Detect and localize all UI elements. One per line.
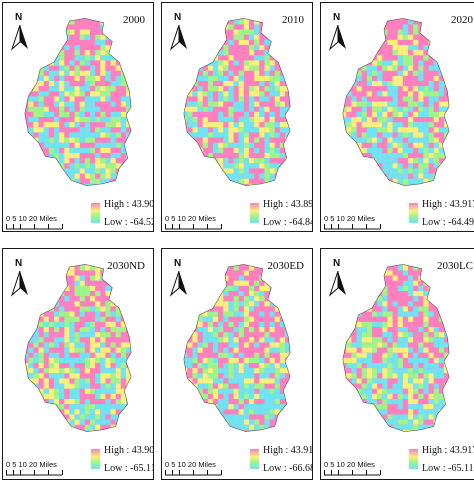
- legend-color-ramp: [250, 203, 259, 223]
- legend-low-value: -64.5227: [130, 217, 153, 228]
- legend-color-ramp: [409, 203, 418, 223]
- north-arrow-icon: [10, 271, 28, 297]
- legend-low-label: Low: [263, 217, 282, 228]
- legend-high: High : 43.9049: [104, 199, 154, 210]
- legend-high-label: High: [104, 445, 124, 456]
- north-arrow-icon: [169, 25, 187, 51]
- north-arrow-icon: [328, 25, 346, 51]
- panel-title: 2010: [282, 14, 304, 26]
- legend-high-value: 43.9071: [131, 445, 154, 456]
- legend-high-label: High: [263, 199, 283, 210]
- scale-bar-icon: [324, 470, 381, 476]
- legend-low-value: -65.1137: [448, 463, 474, 474]
- north-arrow-icon: [169, 271, 187, 297]
- legend-color-ramp: [91, 203, 100, 223]
- scale-bar-icon: [324, 224, 381, 230]
- panel-title: 2030ND: [107, 260, 145, 272]
- legend-high-value: 43.9173: [290, 445, 313, 456]
- legend-high-value: 43.8935: [290, 199, 313, 210]
- panel-title: 2030LC: [436, 260, 473, 272]
- north-label: N: [174, 258, 182, 269]
- legend-low-label: Low: [104, 463, 123, 474]
- map-panel-2010: 2010 N 0 5 10 20 Miles High : 43.8935 Low : …: [161, 2, 313, 232]
- legend-high: High : 43.9173: [422, 199, 474, 210]
- map-panel-2020: 2020 N 0 5 10 20 Miles High : 43.9173 Low : …: [320, 2, 474, 232]
- legend-high: High : 43.9173: [422, 445, 474, 456]
- legend-low-label: Low: [263, 463, 282, 474]
- legend-high: High : 43.9173: [263, 445, 313, 456]
- heat-map-region: [342, 264, 450, 432]
- scale-bar-labels: 0 5 10 20 Miles: [324, 460, 375, 469]
- north-label: N: [15, 12, 23, 23]
- scale-bar-icon: [165, 470, 222, 476]
- heat-map-region: [24, 264, 132, 432]
- heat-map-region: [183, 18, 291, 186]
- legend-low: Low : -66.6841: [263, 463, 312, 474]
- heat-map-region: [183, 264, 291, 432]
- legend-low: Low : -65.1137: [422, 463, 474, 474]
- legend-low-label: Low: [104, 217, 123, 228]
- north-arrow-icon: [10, 25, 28, 51]
- scale-bar-icon: [165, 224, 222, 230]
- legend-high-value: 43.9049: [131, 199, 154, 210]
- legend-low-label: Low: [422, 217, 441, 228]
- legend-high-label: High: [104, 199, 124, 210]
- map-panel-2030ed: 2030ED N 0 5 10 20 Miles High : 43.9173 Low …: [161, 248, 313, 480]
- legend-low-value: -66.6841: [289, 463, 312, 474]
- legend-high-label: High: [422, 445, 442, 456]
- legend-low-value: -65.1121: [130, 463, 153, 474]
- legend-color-ramp: [409, 449, 418, 469]
- heat-map-region: [342, 18, 450, 186]
- legend-high-value: 43.9173: [449, 445, 474, 456]
- scale-bar-icon: [6, 470, 63, 476]
- north-arrow-icon: [328, 271, 346, 297]
- legend-high-label: High: [422, 199, 442, 210]
- scale-bar-icon: [6, 224, 63, 230]
- north-label: N: [15, 258, 23, 269]
- panel-title: 2030ED: [267, 260, 304, 272]
- north-label: N: [333, 12, 341, 23]
- legend-high-value: 43.9173: [449, 199, 474, 210]
- scale-bar-labels: 0 5 10 20 Miles: [324, 214, 375, 223]
- scale-bar-labels: 0 5 10 20 Miles: [6, 460, 57, 469]
- scale-bar-labels: 0 5 10 20 Miles: [165, 214, 216, 223]
- scale-bar-labels: 0 5 10 20 Miles: [6, 214, 57, 223]
- north-label: N: [333, 258, 341, 269]
- map-panel-2030lc: 2030LC N 0 5 10 20 Miles High : 43.9173 Low …: [320, 248, 474, 480]
- legend-high: High : 43.8935: [263, 199, 313, 210]
- map-panel-2030nd: 2030ND N 0 5 10 20 Miles High : 43.9071 Low …: [2, 248, 154, 480]
- legend-low: Low : -64.4968: [422, 217, 474, 228]
- legend-high-label: High: [263, 445, 283, 456]
- heat-map-region: [24, 18, 132, 186]
- north-label: N: [174, 12, 182, 23]
- legend-low: Low : -64.8461: [263, 217, 312, 228]
- panel-title: 2020: [451, 14, 473, 26]
- panel-title: 2000: [123, 14, 145, 26]
- legend-color-ramp: [250, 449, 259, 469]
- legend-high: High : 43.9071: [104, 445, 154, 456]
- legend-low: Low : -65.1121: [104, 463, 153, 474]
- legend-color-ramp: [91, 449, 100, 469]
- legend-low: Low : -64.5227: [104, 217, 153, 228]
- legend-low-label: Low: [422, 463, 441, 474]
- map-panel-2000: 2000 N 0 5 10 20 Miles High : 43.9049 Low : …: [2, 2, 154, 232]
- legend-low-value: -64.8461: [289, 217, 312, 228]
- scale-bar-labels: 0 5 10 20 Miles: [165, 460, 216, 469]
- legend-low-value: -64.4968: [448, 217, 474, 228]
